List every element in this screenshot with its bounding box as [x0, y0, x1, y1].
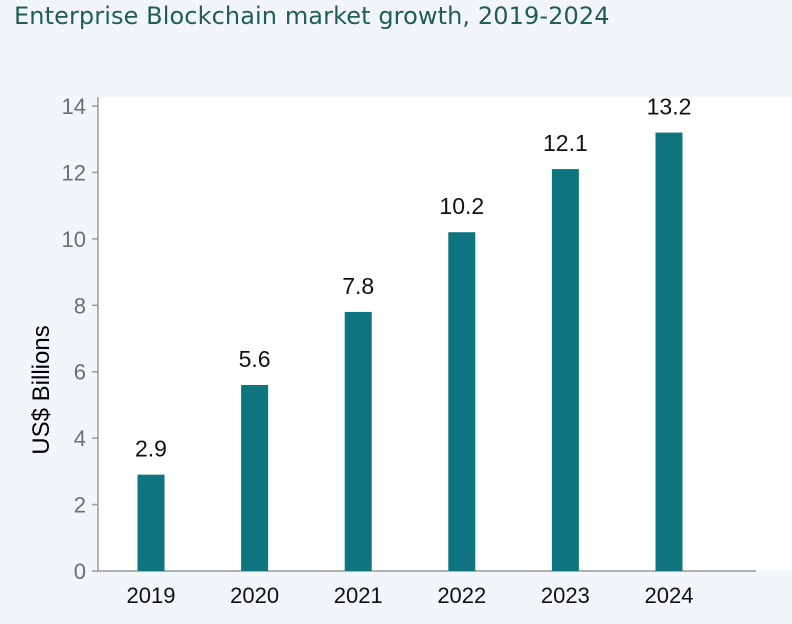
data-label-2019: 2.9	[135, 436, 167, 462]
data-label-2020: 5.6	[239, 346, 271, 372]
chart-title: Enterprise Blockchain market growth, 201…	[14, 2, 610, 30]
y-tick-label: 2	[74, 493, 86, 518]
bar-2022	[448, 232, 476, 571]
bar-2024	[655, 132, 683, 572]
plot-area	[98, 97, 792, 571]
y-tick-label: 12	[62, 160, 86, 185]
y-tick-label: 8	[74, 293, 86, 318]
bar-2021	[344, 311, 372, 571]
x-tick-label-2020: 2020	[230, 583, 279, 608]
x-tick-label-2019: 2019	[127, 583, 176, 608]
bars	[137, 132, 683, 572]
y-tick-label: 0	[74, 559, 86, 584]
data-label-2024: 13.2	[647, 94, 692, 120]
y-tick-label: 14	[62, 94, 86, 119]
data-label-2022: 10.2	[439, 193, 484, 219]
x-tick-label-2022: 2022	[437, 583, 486, 608]
y-tick-label: 4	[74, 426, 86, 451]
x-axis-ticks: 2019 2020 2021 2022 2023 2024	[127, 583, 694, 608]
data-labels: 2.9 5.6 7.8 10.2 12.1 13.2	[135, 94, 691, 462]
x-tick-label-2023: 2023	[541, 583, 590, 608]
x-tick-label-2021: 2021	[334, 583, 383, 608]
y-axis-title: US$ Billions	[28, 325, 55, 454]
x-tick-label-2024: 2024	[645, 583, 694, 608]
y-tick-label: 6	[74, 360, 86, 385]
bar-2023	[551, 169, 579, 571]
y-tick-label: 10	[62, 227, 86, 252]
y-axis-ticks: 0 2 4 6 8 10 12 14	[62, 94, 98, 584]
data-label-2023: 12.1	[543, 130, 588, 156]
data-label-2021: 7.8	[342, 273, 374, 299]
bar-2020	[241, 385, 269, 571]
bar-2019	[137, 474, 165, 571]
